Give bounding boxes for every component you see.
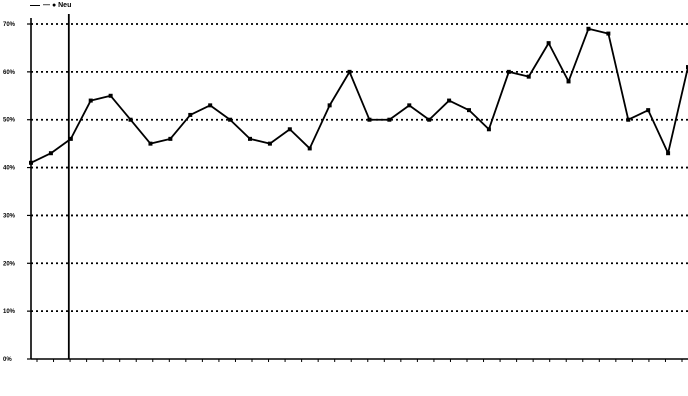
data-point (168, 136, 173, 141)
legend-swatch (30, 5, 40, 6)
y-axis-ticks: 0% 10% 20% 30% 40% 50% 60% 70% (3, 22, 31, 363)
data-point (148, 141, 153, 146)
data-point (29, 160, 33, 165)
data-point (486, 127, 491, 132)
data-point (427, 117, 432, 122)
data-point (228, 117, 233, 122)
y-tick-label: 50% (3, 118, 16, 124)
data-point (626, 117, 631, 122)
data-point (327, 103, 332, 108)
data-point (367, 117, 372, 122)
data-point (68, 136, 73, 141)
axes (30, 18, 688, 360)
data-point (248, 136, 252, 141)
grid-lines (31, 23, 688, 313)
data-point (506, 69, 511, 74)
data-point (48, 151, 53, 156)
y-tick-label: 40% (3, 166, 16, 172)
data-point (108, 93, 113, 98)
data-point (267, 141, 272, 146)
data-point (566, 79, 571, 84)
data-point (666, 151, 671, 156)
data-point (287, 127, 292, 132)
y-tick-label: 10% (3, 309, 16, 315)
data-point (447, 98, 452, 103)
data-point (686, 65, 688, 70)
y-tick-label: 30% (3, 213, 16, 219)
y-tick-label: 0% (3, 357, 12, 363)
legend-label: — ● Neu (43, 2, 72, 9)
series-line-neu (30, 27, 688, 164)
data-point (88, 98, 93, 103)
legend: — ● Neu (30, 2, 71, 9)
x-axis-ticks (36, 359, 683, 362)
data-point (646, 108, 651, 113)
data-point (387, 117, 392, 122)
y-tick-label: 20% (3, 261, 16, 267)
data-point (467, 108, 471, 113)
data-point (347, 69, 352, 74)
data-point (188, 112, 193, 117)
data-point (526, 74, 531, 79)
data-point (546, 41, 551, 46)
data-point (586, 26, 591, 31)
y-tick-label: 70% (3, 22, 16, 28)
data-point (307, 146, 312, 151)
data-point (128, 117, 133, 122)
data-point (407, 103, 412, 108)
y-tick-label: 60% (3, 70, 16, 76)
data-point (606, 31, 611, 36)
data-point (208, 103, 213, 108)
series-group (29, 26, 688, 165)
